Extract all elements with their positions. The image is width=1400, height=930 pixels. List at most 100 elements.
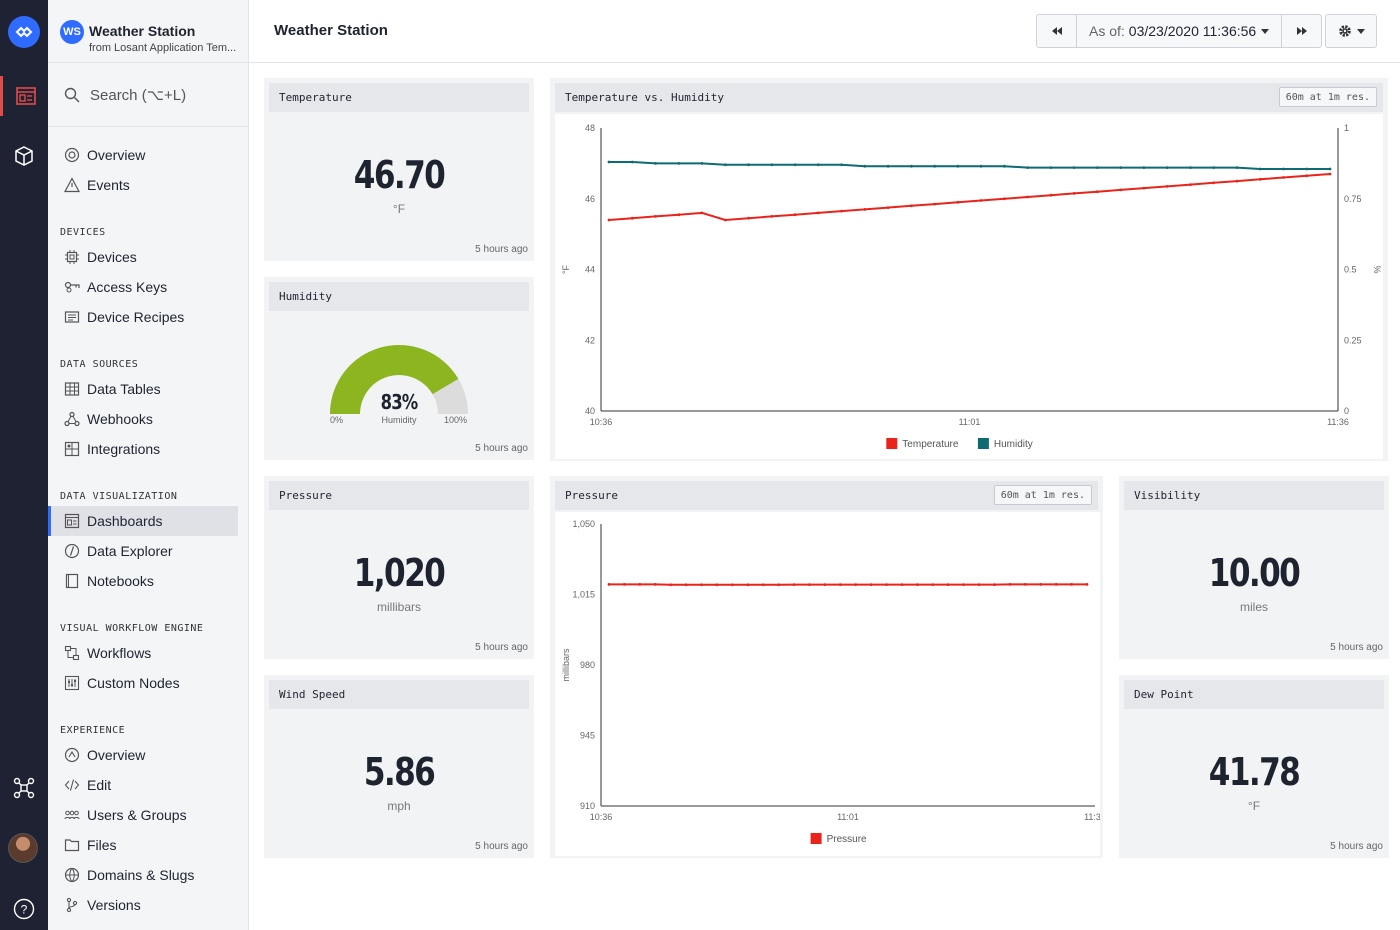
sidebar-item-dashboards[interactable]: Dashboards: [48, 506, 238, 536]
y-axis-label: millibars: [561, 648, 571, 682]
data-point: [1096, 166, 1099, 169]
sidebar-item-custom-nodes[interactable]: Custom Nodes: [48, 668, 238, 698]
data-point: [840, 209, 843, 213]
notebook-icon: [64, 573, 80, 589]
sidebar-item-label: Events: [87, 177, 130, 193]
pressure-value: 1,020: [353, 551, 446, 595]
network-icon[interactable]: [0, 768, 48, 808]
section-data-visualization: DATA VISUALIZATION: [60, 491, 178, 502]
sidebar-item-users-groups[interactable]: Users & Groups: [48, 800, 238, 830]
sidebar-item-overview[interactable]: Overview: [48, 140, 238, 170]
dew-point-unit: °F: [1247, 799, 1261, 813]
data-point: [669, 583, 673, 587]
compass-icon: [64, 543, 80, 559]
data-point: [977, 583, 981, 586]
data-point: [723, 163, 727, 167]
temperature-humidity-chart: 48 46 44 42 40 1 0.75 0.5 0.25 0 10:36 11:01 11:36 °F…: [561, 123, 1382, 450]
sidebar-item-domains-slugs[interactable]: Domains & Slugs: [48, 860, 238, 890]
data-point: [638, 583, 642, 586]
data-point: [1049, 193, 1053, 197]
rewind-button[interactable]: [1037, 15, 1077, 47]
data-point: [700, 162, 704, 165]
visibility-block: Visibility 10.00 miles 5 hours ago: [1119, 476, 1389, 659]
data-point: [1165, 185, 1169, 188]
data-point: [933, 164, 936, 168]
sidebar-item-edit[interactable]: Edit: [48, 770, 238, 800]
folder-icon: [64, 837, 80, 853]
section-data-sources: DATA SOURCES: [60, 359, 139, 370]
branch-icon: [64, 897, 80, 913]
data-point: [715, 583, 719, 587]
y-axis-label: °F: [561, 264, 571, 274]
search-box[interactable]: Search (⌥+L): [48, 64, 248, 127]
application-header[interactable]: WS Weather Station from Losant Applicati…: [48, 0, 248, 63]
data-point: [931, 583, 935, 586]
data-point: [1096, 190, 1099, 194]
pressure-chart-block: Pressure 60m at 1m res. 1,050 1,015 980 945…: [550, 476, 1106, 858]
sidebar: WS Weather Station from Losant Applicati…: [48, 0, 249, 930]
data-point: [630, 216, 634, 220]
y2-tick-label: 0.75: [1344, 194, 1362, 204]
series-line-temperature: [608, 173, 1331, 222]
settings-button[interactable]: [1325, 14, 1377, 48]
data-point: [840, 163, 843, 167]
data-point: [630, 160, 634, 164]
sidebar-item-data-explorer[interactable]: Data Explorer: [48, 536, 238, 566]
sidebar-item-label: Device Recipes: [87, 309, 185, 325]
data-point: [933, 202, 936, 206]
avatar[interactable]: [8, 833, 38, 863]
pressure-unit: millibars: [376, 600, 421, 614]
cube-icon[interactable]: [0, 136, 48, 176]
block-title: Temperature vs. Humidity 60m at 1m res.: [555, 83, 1383, 112]
resolution-badge[interactable]: 60m at 1m res.: [1278, 87, 1377, 107]
sidebar-item-device-recipes[interactable]: Device Recipes: [48, 302, 238, 332]
data-point: [770, 163, 774, 167]
resolution-badge[interactable]: 60m at 1m res.: [993, 485, 1092, 505]
sidebar-item-label: Workflows: [87, 645, 152, 661]
svg-text:?: ?: [21, 903, 28, 917]
sidebar-item-label: Overview: [87, 147, 146, 163]
data-point: [838, 583, 842, 586]
x-tick-label: 11:01: [837, 812, 859, 822]
sidebar-item-notebooks[interactable]: Notebooks: [48, 566, 238, 596]
losant-logo-icon[interactable]: [8, 16, 40, 48]
data-point: [962, 583, 965, 586]
sidebar-item-workflows[interactable]: Workflows: [48, 638, 238, 668]
section-devices: DEVICES: [60, 227, 106, 238]
data-point: [910, 204, 913, 208]
data-point: [607, 218, 611, 222]
humidity-gauge: [330, 345, 468, 414]
data-point: [793, 213, 797, 217]
sidebar-item-label: Webhooks: [87, 411, 153, 427]
help-icon[interactable]: ?: [0, 889, 48, 929]
sidebar-item-devices[interactable]: Devices: [48, 242, 238, 272]
sidebar-item-events[interactable]: Events: [48, 170, 238, 200]
last-updated: 5 hours ago: [475, 642, 528, 653]
search-icon: [64, 87, 80, 103]
sidebar-item-access-keys[interactable]: Access Keys: [48, 272, 238, 302]
sidebar-item-label: Data Explorer: [87, 543, 173, 559]
data-point: [770, 215, 774, 218]
data-point: [1026, 195, 1029, 199]
data-point: [956, 200, 960, 204]
dashboard-icon[interactable]: [0, 76, 48, 116]
workflow-icon: [64, 645, 80, 661]
y-tick-label: 945: [580, 731, 595, 741]
last-updated: 5 hours ago: [475, 244, 528, 255]
dashboard-icon: [64, 513, 80, 529]
app-name: Weather Station: [89, 23, 196, 39]
fast-forward-button[interactable]: [1281, 15, 1321, 47]
data-point: [1049, 166, 1053, 169]
sidebar-item-versions[interactable]: Versions: [48, 890, 238, 920]
sidebar-item-webhooks[interactable]: Webhooks: [48, 404, 238, 434]
sidebar-item-files[interactable]: Files: [48, 830, 238, 860]
sidebar-item-integrations[interactable]: Integrations: [48, 434, 238, 464]
as-of-dropdown[interactable]: As of: 03/23/2020 11:36:56: [1077, 15, 1281, 47]
visibility-value: 10.00: [1208, 551, 1301, 595]
block-title: Pressure 60m at 1m res.: [555, 481, 1098, 510]
sidebar-item-experience-overview[interactable]: Overview: [48, 740, 238, 770]
data-point: [1305, 167, 1309, 171]
data-point: [1142, 186, 1146, 190]
sidebar-item-data-tables[interactable]: Data Tables: [48, 374, 238, 404]
block-title: Visibility: [1124, 481, 1384, 510]
